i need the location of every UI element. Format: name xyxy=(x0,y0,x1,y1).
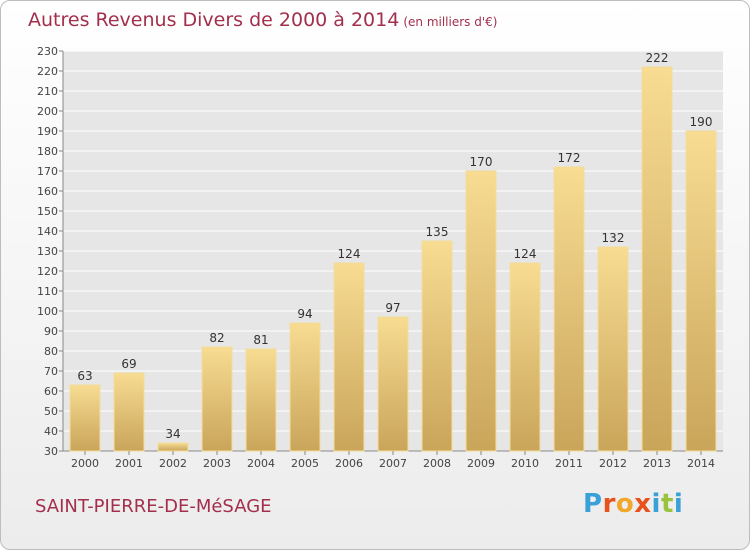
bar xyxy=(597,246,629,452)
bar-value-label: 63 xyxy=(77,369,92,383)
y-tick-label: 230 xyxy=(37,45,58,58)
bar-value-label: 135 xyxy=(426,225,449,239)
y-tick-label: 100 xyxy=(37,305,58,318)
x-tick-label: 2004 xyxy=(247,457,275,470)
bar xyxy=(333,262,365,452)
x-tick-label: 2013 xyxy=(643,457,671,470)
bar xyxy=(509,262,541,452)
bar-value-label: 82 xyxy=(209,331,224,345)
bar-value-label: 222 xyxy=(646,51,669,65)
x-tick-label: 2012 xyxy=(599,457,627,470)
x-tick-label: 2000 xyxy=(71,457,99,470)
chart-title-unit: (en milliers d'€) xyxy=(403,15,498,29)
bar-value-label: 172 xyxy=(558,151,581,165)
logo-letter: o xyxy=(615,489,635,519)
bar-value-label: 190 xyxy=(690,115,713,129)
bar xyxy=(201,346,233,452)
bar-value-label: 94 xyxy=(297,307,312,321)
y-tick-label: 220 xyxy=(37,65,58,78)
bar xyxy=(685,130,717,452)
bar xyxy=(157,442,189,452)
x-tick-label: 2005 xyxy=(291,457,319,470)
bar xyxy=(421,240,453,452)
bar xyxy=(289,322,321,452)
bar xyxy=(245,348,277,452)
x-tick-label: 2003 xyxy=(203,457,231,470)
x-tick-label: 2009 xyxy=(467,457,495,470)
bar-value-label: 97 xyxy=(385,301,400,315)
bar xyxy=(553,166,585,452)
y-tick-label: 70 xyxy=(44,365,58,378)
x-tick-label: 2002 xyxy=(159,457,187,470)
logo-letter: i xyxy=(651,489,661,519)
y-tick-label: 50 xyxy=(44,405,58,418)
y-tick-label: 40 xyxy=(44,425,58,438)
y-tick-label: 140 xyxy=(37,225,58,238)
x-tick-label: 2008 xyxy=(423,457,451,470)
y-tick-label: 210 xyxy=(37,85,58,98)
y-tick-label: 60 xyxy=(44,385,58,398)
y-tick-label: 200 xyxy=(37,105,58,118)
bar-value-label: 69 xyxy=(121,357,136,371)
bar-value-label: 170 xyxy=(470,155,493,169)
logo-letter: x xyxy=(634,489,652,519)
logo-letter: r xyxy=(602,489,616,519)
x-tick-label: 2001 xyxy=(115,457,143,470)
y-tick-label: 180 xyxy=(37,145,58,158)
x-tick-label: 2007 xyxy=(379,457,407,470)
logo-letter: i xyxy=(673,489,684,519)
proxiti-logo: Proxiti xyxy=(583,489,683,519)
x-tick-label: 2014 xyxy=(687,457,715,470)
y-tick-label: 90 xyxy=(44,325,58,338)
bar-value-label: 124 xyxy=(514,247,537,261)
chart-title: Autres Revenus Divers de 2000 à 2014 (en … xyxy=(28,9,497,31)
logo-letter: P xyxy=(583,489,603,519)
y-tick-label: 110 xyxy=(37,285,58,298)
commune-name: SAINT-PIERRE-DE-MéSAGE xyxy=(35,496,272,517)
bar xyxy=(641,66,673,452)
x-tick-label: 2006 xyxy=(335,457,363,470)
x-tick-label: 2011 xyxy=(555,457,583,470)
y-tick-label: 170 xyxy=(37,165,58,178)
y-tick-label: 190 xyxy=(37,125,58,138)
bar-value-label: 132 xyxy=(602,231,625,245)
bar xyxy=(377,316,409,452)
chart-title-text: Autres Revenus Divers de 2000 à 2014 xyxy=(28,9,400,31)
logo-letter: t xyxy=(660,489,674,519)
bar-value-label: 34 xyxy=(165,427,180,441)
y-tick-label: 150 xyxy=(37,205,58,218)
bar xyxy=(465,170,497,452)
y-tick-label: 120 xyxy=(37,265,58,278)
bar xyxy=(69,384,101,452)
y-tick-label: 30 xyxy=(44,445,58,458)
x-tick-label: 2010 xyxy=(511,457,539,470)
bar-value-label: 81 xyxy=(253,333,268,347)
y-tick-label: 80 xyxy=(44,345,58,358)
y-tick-label: 160 xyxy=(37,185,58,198)
bar xyxy=(113,372,145,452)
bar-value-label: 124 xyxy=(338,247,361,261)
y-tick-label: 130 xyxy=(37,245,58,258)
